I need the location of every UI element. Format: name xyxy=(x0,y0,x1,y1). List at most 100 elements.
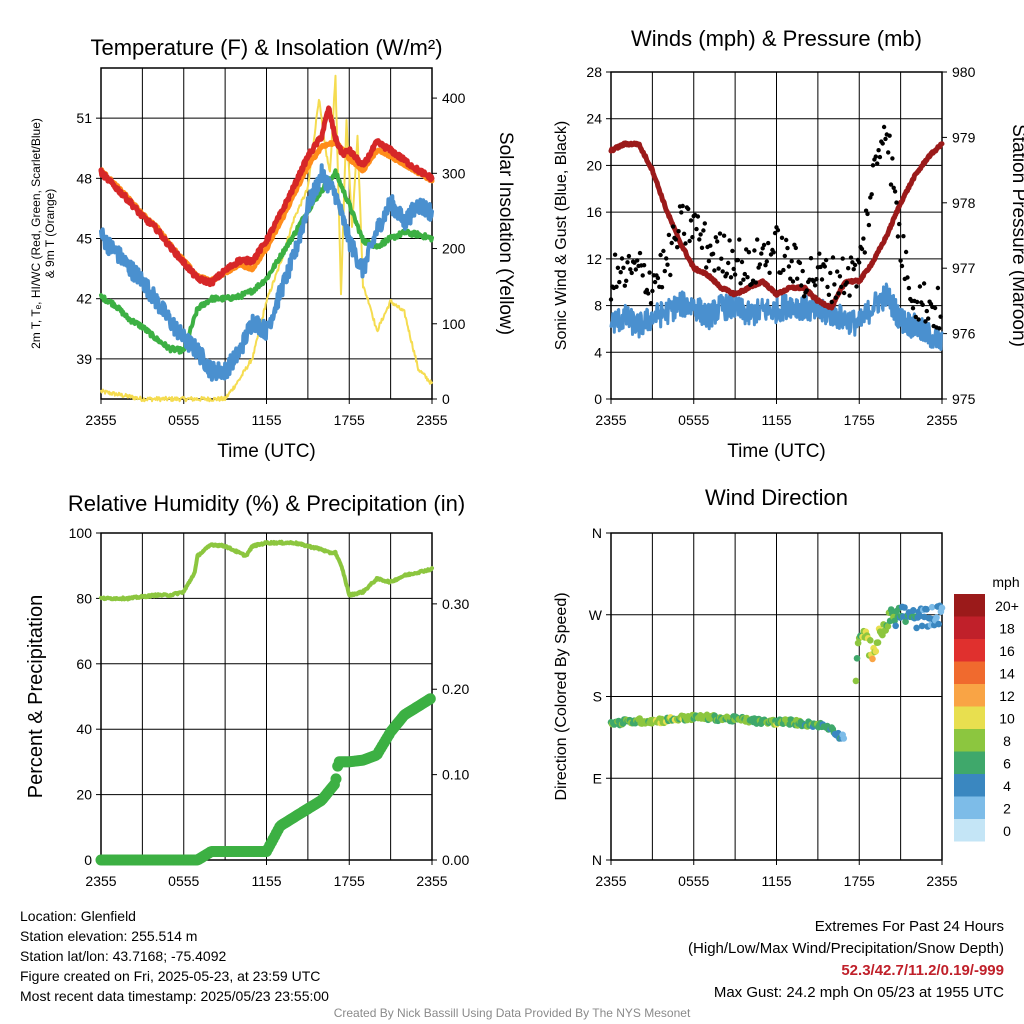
gust-point xyxy=(661,248,666,254)
gust-point xyxy=(741,277,746,282)
gust-point xyxy=(761,242,767,248)
gust-point xyxy=(673,237,678,242)
gust-point xyxy=(721,233,727,238)
gust-point xyxy=(742,271,747,277)
x-tick-label: 2355 xyxy=(595,873,626,889)
gust-point xyxy=(881,124,887,130)
gust-point xyxy=(832,282,837,287)
gust-point xyxy=(788,276,793,281)
gust-point xyxy=(688,218,694,223)
y-tick-label: 40 xyxy=(76,721,92,737)
gust-point xyxy=(717,231,723,236)
gust-point xyxy=(866,222,872,228)
gust-point xyxy=(699,245,705,250)
y-tick-label: 51 xyxy=(76,110,92,126)
y2-tick-label: 0.00 xyxy=(442,852,469,868)
y-tick-label: 0 xyxy=(84,852,92,868)
y2-tick-label: 200 xyxy=(442,241,466,257)
gust-point xyxy=(833,295,838,300)
x-tick-label: 2355 xyxy=(595,412,626,428)
legend-swatch xyxy=(954,616,985,639)
x-tick-label: 2355 xyxy=(926,873,957,889)
gust-point xyxy=(903,249,909,255)
gust-point xyxy=(938,314,943,319)
y-axis-label: Percent & Precipitation xyxy=(25,595,47,798)
gust-point xyxy=(817,251,822,256)
legend-label: 14 xyxy=(999,666,1015,682)
gust-point xyxy=(626,253,632,259)
legend-swatch xyxy=(954,751,985,774)
gust-point xyxy=(694,226,699,232)
gust-point xyxy=(799,283,804,288)
y-tick-label: 45 xyxy=(76,231,92,247)
gust-point xyxy=(895,234,901,239)
series-direction xyxy=(607,602,946,742)
gust-point xyxy=(935,285,941,291)
y-tick-label: 8 xyxy=(594,298,602,314)
gridlines xyxy=(610,532,943,861)
gust-point xyxy=(846,266,851,271)
legend-label: 0 xyxy=(1003,823,1011,839)
chart-title: Relative Humidity (%) & Precipitation (i… xyxy=(68,491,465,516)
station-info: Location: Glenfield Station elevation: 2… xyxy=(20,906,329,1006)
gust-point xyxy=(825,284,830,290)
y-tick-label: 28 xyxy=(586,64,602,80)
legend-swatch xyxy=(954,706,985,729)
gust-point xyxy=(659,285,665,290)
y2-tick-label: 977 xyxy=(952,260,976,276)
y-tick-label: 20 xyxy=(586,157,602,173)
x-tick-label: 2355 xyxy=(416,873,447,889)
gust-point xyxy=(617,279,622,285)
gust-point xyxy=(701,228,706,233)
gust-point xyxy=(640,273,645,278)
y-tick-label: 20 xyxy=(76,787,92,803)
gust-point xyxy=(887,133,892,138)
gust-point xyxy=(847,293,852,298)
y2-tick-label: 975 xyxy=(952,391,976,407)
gust-point xyxy=(854,284,859,289)
x-tick-label: 2355 xyxy=(416,412,447,428)
gust-point xyxy=(697,237,702,242)
gust-point xyxy=(757,262,763,267)
gust-point xyxy=(844,280,849,285)
gust-point xyxy=(767,270,772,275)
series-hi-wc xyxy=(99,163,434,382)
gust-point xyxy=(690,235,695,240)
gust-point xyxy=(641,263,647,268)
legend-swatch xyxy=(954,684,985,707)
y-axis-label: Direction (Colored By Speed) xyxy=(553,592,570,800)
x-tick-label: 1155 xyxy=(761,412,791,428)
y-tick-label: 12 xyxy=(586,251,602,267)
y-tick-label: S xyxy=(593,689,602,705)
gust-point xyxy=(888,182,894,187)
x-tick-label: 1755 xyxy=(844,412,875,428)
series-precipitation xyxy=(95,693,436,866)
gust-point xyxy=(766,240,771,246)
gust-point xyxy=(782,253,787,259)
gust-point xyxy=(629,270,634,276)
gust-point xyxy=(862,250,867,255)
gust-point xyxy=(840,256,845,261)
gust-point xyxy=(719,256,724,261)
gust-point xyxy=(837,274,843,279)
x-tick-label: 0555 xyxy=(678,873,709,889)
gust-point xyxy=(628,267,633,272)
chart-panel-3: Relative Humidity (%) & Precipitation (i… xyxy=(25,491,469,889)
y2-tick-label: 0.20 xyxy=(442,681,469,697)
gust-point xyxy=(890,156,895,161)
gust-point xyxy=(720,269,725,274)
gust-point xyxy=(818,264,823,270)
y-tick-label: E xyxy=(593,770,602,786)
x-axis-label: Time (UTC) xyxy=(727,441,826,462)
gust-point xyxy=(851,267,856,272)
gust-point xyxy=(752,248,757,253)
gust-point xyxy=(892,189,898,194)
chart-title: Temperature (F) & Insolation (W/m²) xyxy=(90,35,442,60)
gust-point xyxy=(910,306,916,311)
direction-point xyxy=(910,607,917,614)
gust-point xyxy=(650,288,655,294)
x-axis-ticks: 2355 0555 1155 1755 2355 xyxy=(595,860,958,889)
y2-axis-ticks: 0 100 200 300 400 xyxy=(432,90,466,407)
gust-point xyxy=(746,250,752,255)
gust-point xyxy=(812,283,818,288)
